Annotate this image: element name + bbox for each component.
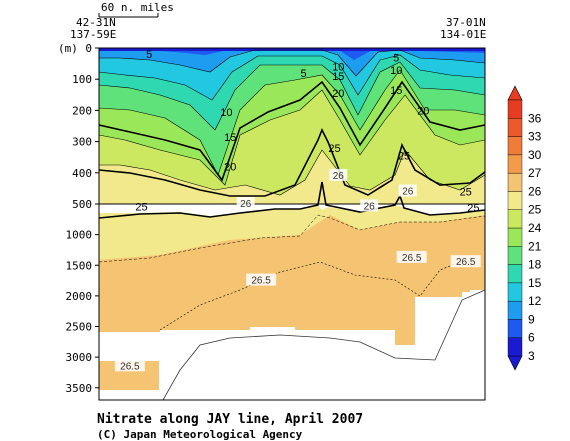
- contour-label: 25: [460, 187, 472, 199]
- y-axis: (m) 0 100 200 300 400 500 1000 1500 2000 2500 3000…: [58, 42, 99, 395]
- colorbar-tick-label: 15: [528, 276, 542, 290]
- colorbar-swatch: [507, 227, 523, 247]
- y-tick-label: 300: [72, 136, 92, 149]
- isopycnal-label-bg: [450, 255, 481, 268]
- colorbar-tick-label: 36: [528, 111, 542, 125]
- contour-label: 20: [417, 105, 429, 117]
- colorbar-swatch: [507, 209, 523, 229]
- contour-label: 15: [224, 132, 236, 144]
- colorbar-swatch: [507, 246, 523, 265]
- chart-credit: (C) Japan Meteorological Agency: [97, 428, 303, 441]
- contour-label: 10: [220, 107, 232, 119]
- isopycnal-label: 26: [333, 171, 345, 182]
- contour-label: 25: [328, 143, 340, 155]
- lower-panel-fill: [99, 205, 485, 390]
- y-axis-unit-label: (m): [58, 42, 78, 55]
- contour-label: 10: [332, 62, 344, 74]
- colorbar-swatch: [507, 337, 523, 357]
- contour-label: 10: [390, 65, 402, 77]
- contour-label: 5: [393, 52, 399, 64]
- colorbar-swatch: [507, 319, 523, 338]
- isopycnal-label: 26.5: [120, 361, 140, 372]
- contour-label: 20: [332, 88, 344, 100]
- isopycnal-label: 26: [240, 199, 252, 210]
- isopycnal-label-bg: [236, 197, 255, 209]
- colorbar-tick-label: 26: [528, 184, 542, 198]
- station-left-lon: 137-59E: [70, 28, 116, 41]
- station-right-lon: 134-01E: [440, 28, 486, 41]
- isopycnal-label: 26.5: [456, 257, 476, 268]
- colorbar-tick-label: 18: [528, 258, 542, 272]
- colorbar-swatch: [507, 191, 523, 210]
- isopycnal-labels: 26 26 26 26 26.5 26.5 26.5 26.5: [114, 168, 481, 372]
- y-tick-label: 1500: [66, 259, 93, 272]
- colorbar-tick-label: 21: [528, 239, 542, 253]
- colorbar-swatch: [507, 154, 523, 174]
- station-left-lat: 42-31N: [76, 16, 116, 29]
- chart-title: Nitrate along JAY line, April 2007: [97, 412, 363, 427]
- y-tick-label: 3500: [66, 382, 93, 395]
- colorbar-tick-label: 24: [528, 221, 542, 235]
- y-tick-label: 2500: [66, 321, 93, 334]
- figure-header: 60 n. miles 42-31N 137-59E 37-01N 134-01…: [70, 1, 486, 41]
- scale-bar-label: 60 n. miles: [101, 1, 174, 14]
- contour-label: 15: [390, 85, 402, 97]
- colorbar-tick-label: 27: [528, 166, 542, 180]
- upper-thick-contours: [98, 80, 486, 197]
- isopycnal-label-bg: [329, 168, 348, 181]
- contour-label: 5: [301, 68, 307, 80]
- colorbar-tick-label: 33: [528, 130, 542, 144]
- colorbar-swatch: [507, 282, 523, 302]
- isopycnal-label: 26.5: [402, 253, 422, 264]
- colorbar-tick-label: 30: [528, 148, 542, 162]
- upper-contour-lines: [98, 49, 486, 196]
- colorbar-swatch: [507, 118, 523, 137]
- contour-label: 20: [224, 162, 236, 174]
- colorbar-tick-label: 9: [528, 312, 535, 326]
- colorbar-tick-label: 12: [528, 294, 542, 308]
- y-tick-label: 2000: [66, 290, 93, 303]
- colorbar-tick-label: 6: [528, 331, 535, 345]
- colorbar-tick-label: 25: [528, 203, 542, 217]
- y-tick-label: 200: [72, 104, 92, 117]
- y-tick-label: 400: [72, 167, 92, 180]
- y-tick-label: 1000: [66, 229, 93, 242]
- contour-label: 15: [332, 71, 344, 83]
- isopycnal-label: 26.5: [251, 276, 271, 287]
- contour-label: 25: [135, 201, 147, 213]
- isopycnal-label-bg: [396, 250, 427, 263]
- contour-label: 25: [398, 151, 410, 163]
- colorbar-swatch: [507, 172, 523, 192]
- contour-label: 25: [467, 203, 479, 215]
- colorbar-high-arrow: [507, 85, 523, 101]
- lower-contour-lines: [98, 181, 486, 401]
- y-tick-label: 100: [72, 73, 92, 86]
- isopycnal-label-bg: [398, 184, 417, 197]
- plot-frame: [98, 47, 486, 401]
- colorbar-tick-label: 3: [528, 349, 535, 363]
- colorbar-swatch: [507, 300, 523, 320]
- colorbar-low-arrow: [507, 355, 523, 371]
- colorbar-swatch: [507, 99, 523, 119]
- y-tick-label: 500: [72, 198, 92, 211]
- isopycnal-label-bg: [360, 199, 379, 212]
- isopycnal-label: 26: [364, 201, 376, 212]
- colorbar-swatch: [507, 264, 523, 284]
- contour-label: 5: [146, 49, 152, 61]
- isopycnal-label-bg: [114, 359, 145, 372]
- colorbar-swatch: [507, 136, 523, 156]
- isopycnal-label-bg: [246, 273, 277, 286]
- y-tick-label: 3000: [66, 351, 93, 364]
- y-tick-label: 0: [85, 42, 92, 55]
- station-right-lat: 37-01N: [446, 16, 486, 29]
- isopycnal-label: 26: [402, 187, 414, 198]
